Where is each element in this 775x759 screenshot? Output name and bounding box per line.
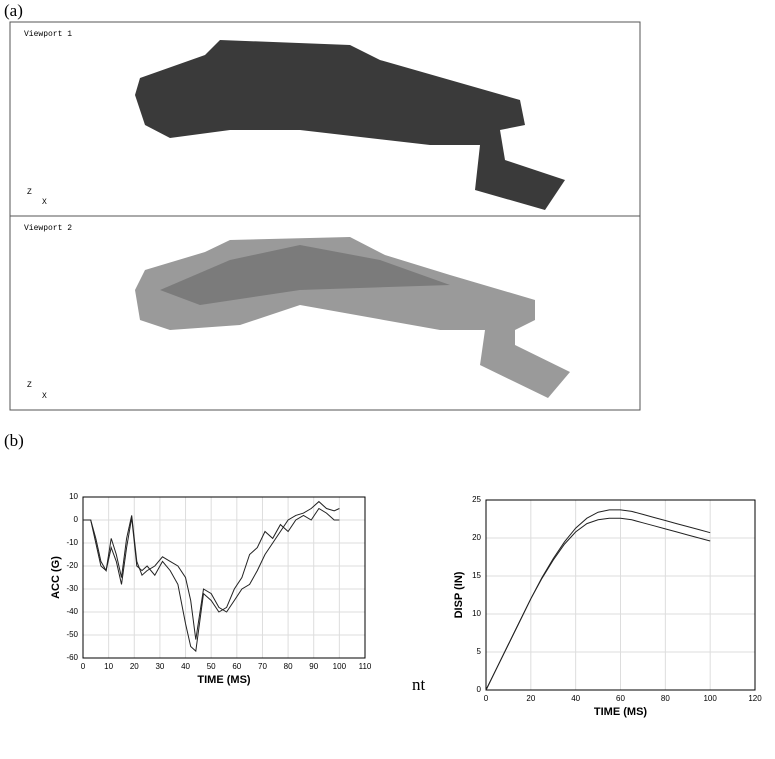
viewport-label: Viewport 2 (24, 224, 72, 233)
y-axis-label: DISP (IN) (453, 571, 465, 618)
y-tick-label: 20 (472, 533, 481, 542)
x-axis-label: TIME (MS) (594, 706, 647, 718)
x-tick-label: 30 (155, 662, 164, 671)
x-tick-label: 20 (526, 694, 535, 703)
y-tick-label: 25 (472, 495, 481, 504)
axis-x: X (42, 198, 47, 207)
x-tick-label: 80 (284, 662, 293, 671)
y-tick-label: -50 (66, 630, 78, 639)
x-axis-label: TIME (MS) (197, 674, 250, 686)
x-tick-label: 60 (616, 694, 625, 703)
y-tick-label: -10 (66, 538, 78, 547)
x-tick-label: 20 (130, 662, 139, 671)
panel-label: (a) (4, 1, 23, 20)
x-tick-label: 90 (309, 662, 318, 671)
figure: (a) (b) Viewport 1 Viewport 2 Z X Z X nt… (0, 0, 775, 754)
crash-part (135, 40, 565, 210)
y-tick-label: -20 (66, 561, 78, 570)
x-tick-label: 110 (359, 662, 372, 671)
data-line (486, 518, 710, 690)
x-tick-label: 40 (181, 662, 190, 671)
y-tick-label: -60 (66, 653, 78, 662)
x-tick-label: 0 (81, 662, 86, 671)
axis-z: Z (27, 381, 32, 390)
x-tick-label: 70 (258, 662, 267, 671)
y-tick-label: 15 (472, 571, 481, 580)
x-tick-label: 120 (748, 694, 762, 703)
x-tick-label: 0 (484, 694, 489, 703)
y-tick-label: -30 (66, 584, 78, 593)
viewport-label: Viewport 1 (24, 30, 72, 39)
x-tick-label: 10 (104, 662, 113, 671)
plot-frame (83, 497, 365, 658)
x-tick-label: 100 (703, 694, 717, 703)
y-tick-label: 10 (69, 492, 78, 501)
x-tick-label: 100 (333, 662, 347, 671)
y-tick-label: 10 (472, 609, 481, 618)
y-tick-label: 0 (477, 685, 482, 694)
x-tick-label: 60 (232, 662, 241, 671)
y-axis-label: ACC (G) (50, 556, 62, 599)
axis-x: X (42, 392, 47, 401)
data-line (486, 510, 710, 690)
x-tick-label: 50 (207, 662, 216, 671)
y-tick-label: -40 (66, 607, 78, 616)
x-tick-label: 40 (571, 694, 580, 703)
y-tick-label: 0 (74, 515, 79, 524)
axis-z: Z (27, 188, 32, 197)
x-tick-label: 80 (661, 694, 670, 703)
stray-text: nt (412, 675, 426, 694)
panel-label: (b) (4, 431, 24, 450)
y-tick-label: 5 (477, 647, 482, 656)
